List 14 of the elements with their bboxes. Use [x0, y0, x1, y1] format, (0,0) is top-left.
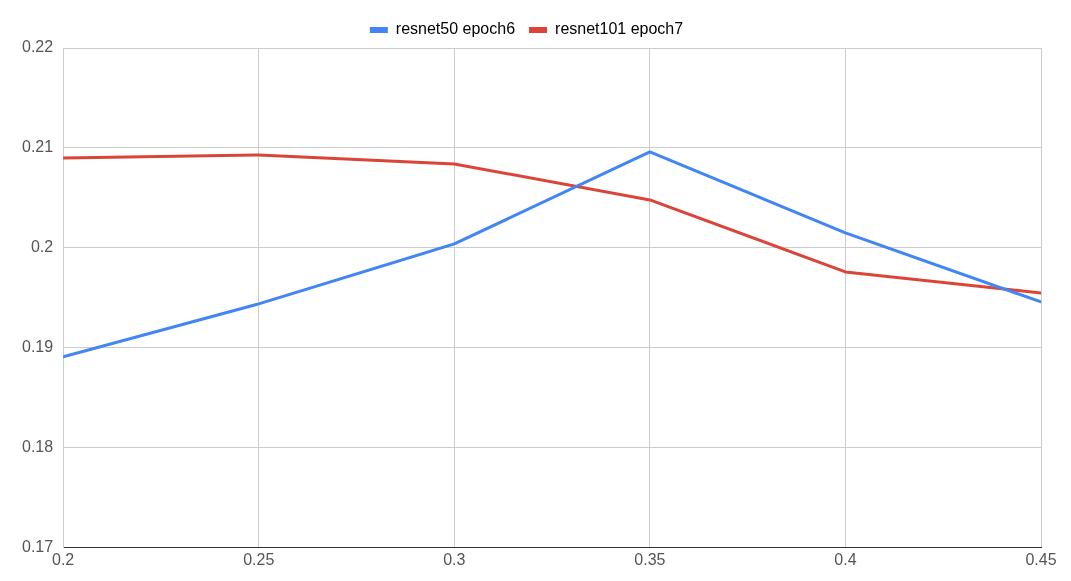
y-tick-label: 0.18	[22, 438, 54, 456]
y-tick-label: 0.21	[22, 138, 54, 156]
y-tick-label: 0.2	[30, 238, 54, 256]
x-tick-label: 0.3	[443, 550, 466, 568]
x-tick-label: 0.45	[1025, 550, 1057, 568]
x-tick-label: 0.25	[243, 550, 275, 568]
y-tick-label: 0.19	[22, 338, 54, 356]
legend-label: resnet50 epoch6	[395, 20, 516, 38]
x-tick-label: 0.2	[52, 550, 75, 568]
y-tick-label: 0.17	[22, 538, 54, 556]
y-tick-label: 0.22	[22, 38, 54, 56]
x-tick-label: 0.35	[634, 550, 666, 568]
legend-label: resnet101 epoch7	[555, 20, 684, 38]
x-tick-label: 0.4	[834, 550, 857, 568]
